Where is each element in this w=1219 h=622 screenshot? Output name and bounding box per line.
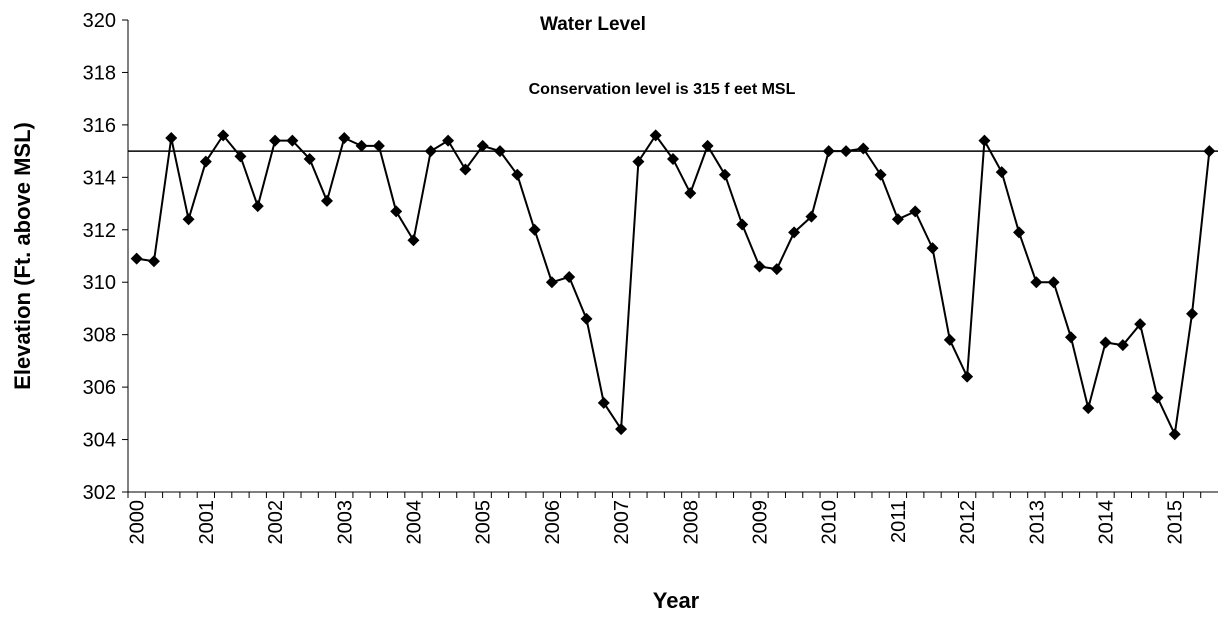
marker [615, 423, 628, 436]
x-tick-label: 2013 [1026, 500, 1048, 545]
y-tick-label: 316 [83, 115, 116, 137]
x-tick-label: 2008 [680, 500, 702, 545]
marker [407, 234, 420, 247]
y-tick-label: 308 [83, 325, 116, 347]
marker [1030, 276, 1043, 289]
y-tick-label: 314 [83, 167, 116, 189]
x-tick-label: 2003 [334, 500, 356, 545]
x-tick-label: 2010 [819, 500, 841, 545]
marker [320, 194, 333, 207]
x-tick-label: 2002 [265, 500, 287, 545]
marker [493, 145, 506, 158]
x-tick-label: 2000 [127, 500, 149, 545]
marker [511, 168, 524, 181]
marker [199, 155, 212, 168]
y-tick-label: 320 [83, 10, 116, 32]
chart-title: Water Level [540, 14, 646, 35]
marker [805, 210, 818, 223]
marker [442, 134, 455, 147]
marker [995, 166, 1008, 179]
x-tick-label: 2012 [957, 500, 979, 545]
marker [597, 396, 610, 409]
marker [1203, 145, 1216, 158]
marker [909, 205, 922, 218]
x-tick-label: 2009 [750, 500, 772, 545]
marker [355, 139, 368, 152]
marker [424, 145, 437, 158]
marker [338, 132, 351, 144]
marker [874, 168, 887, 181]
x-tick-label: 2005 [473, 500, 495, 545]
marker [372, 139, 385, 152]
marker [1047, 276, 1060, 289]
marker [528, 223, 541, 236]
marker [1151, 391, 1164, 404]
y-tick-label: 310 [83, 272, 116, 294]
y-tick-label: 306 [83, 377, 116, 399]
y-tick-label: 302 [83, 482, 116, 504]
marker [770, 263, 783, 276]
marker [1099, 336, 1112, 349]
marker [632, 155, 645, 168]
marker [217, 129, 230, 142]
marker [684, 187, 697, 200]
x-tick-label: 2006 [542, 500, 564, 545]
marker [147, 255, 160, 268]
marker [182, 213, 195, 226]
marker [857, 142, 870, 155]
marker [1186, 307, 1199, 320]
marker [1116, 339, 1129, 352]
marker [701, 139, 714, 152]
x-tick-label: 2015 [1165, 500, 1187, 545]
marker [736, 218, 749, 231]
marker [1064, 331, 1077, 344]
marker [476, 139, 489, 152]
marker [251, 200, 264, 213]
marker [926, 242, 939, 255]
marker [961, 370, 974, 383]
annotation: Conservation level is 315 f eet MSL [529, 81, 796, 98]
marker [753, 260, 766, 273]
x-tick-label: 2007 [611, 500, 633, 545]
x-axis-title: Year [653, 588, 700, 613]
marker [840, 145, 853, 158]
marker [165, 132, 178, 144]
x-tick-label: 2001 [196, 500, 218, 545]
x-tick-label: 2014 [1096, 500, 1118, 545]
series-line [136, 133, 1211, 438]
marker [390, 205, 403, 218]
y-tick-label: 318 [83, 62, 116, 84]
marker [1013, 226, 1026, 239]
marker [580, 312, 593, 325]
marker [303, 152, 316, 165]
y-axis-title: Elevation (Ft. above MSL) [10, 122, 35, 390]
marker [545, 276, 558, 289]
marker [1168, 428, 1181, 441]
marker [649, 129, 662, 142]
marker [234, 150, 247, 163]
marker [1134, 318, 1147, 331]
x-tick-label: 2004 [403, 500, 425, 545]
marker [459, 163, 472, 176]
y-tick-label: 312 [83, 220, 116, 242]
marker [891, 213, 904, 226]
x-tick-label: 2011 [888, 500, 910, 543]
marker [718, 168, 731, 181]
marker [822, 145, 835, 158]
marker [269, 134, 282, 147]
marker [788, 226, 801, 239]
marker [130, 252, 143, 265]
marker [1082, 402, 1095, 415]
marker [667, 152, 679, 165]
marker [286, 134, 299, 147]
y-tick-label: 304 [83, 430, 116, 452]
marker [943, 333, 956, 346]
marker [978, 134, 991, 147]
marker [563, 270, 576, 283]
